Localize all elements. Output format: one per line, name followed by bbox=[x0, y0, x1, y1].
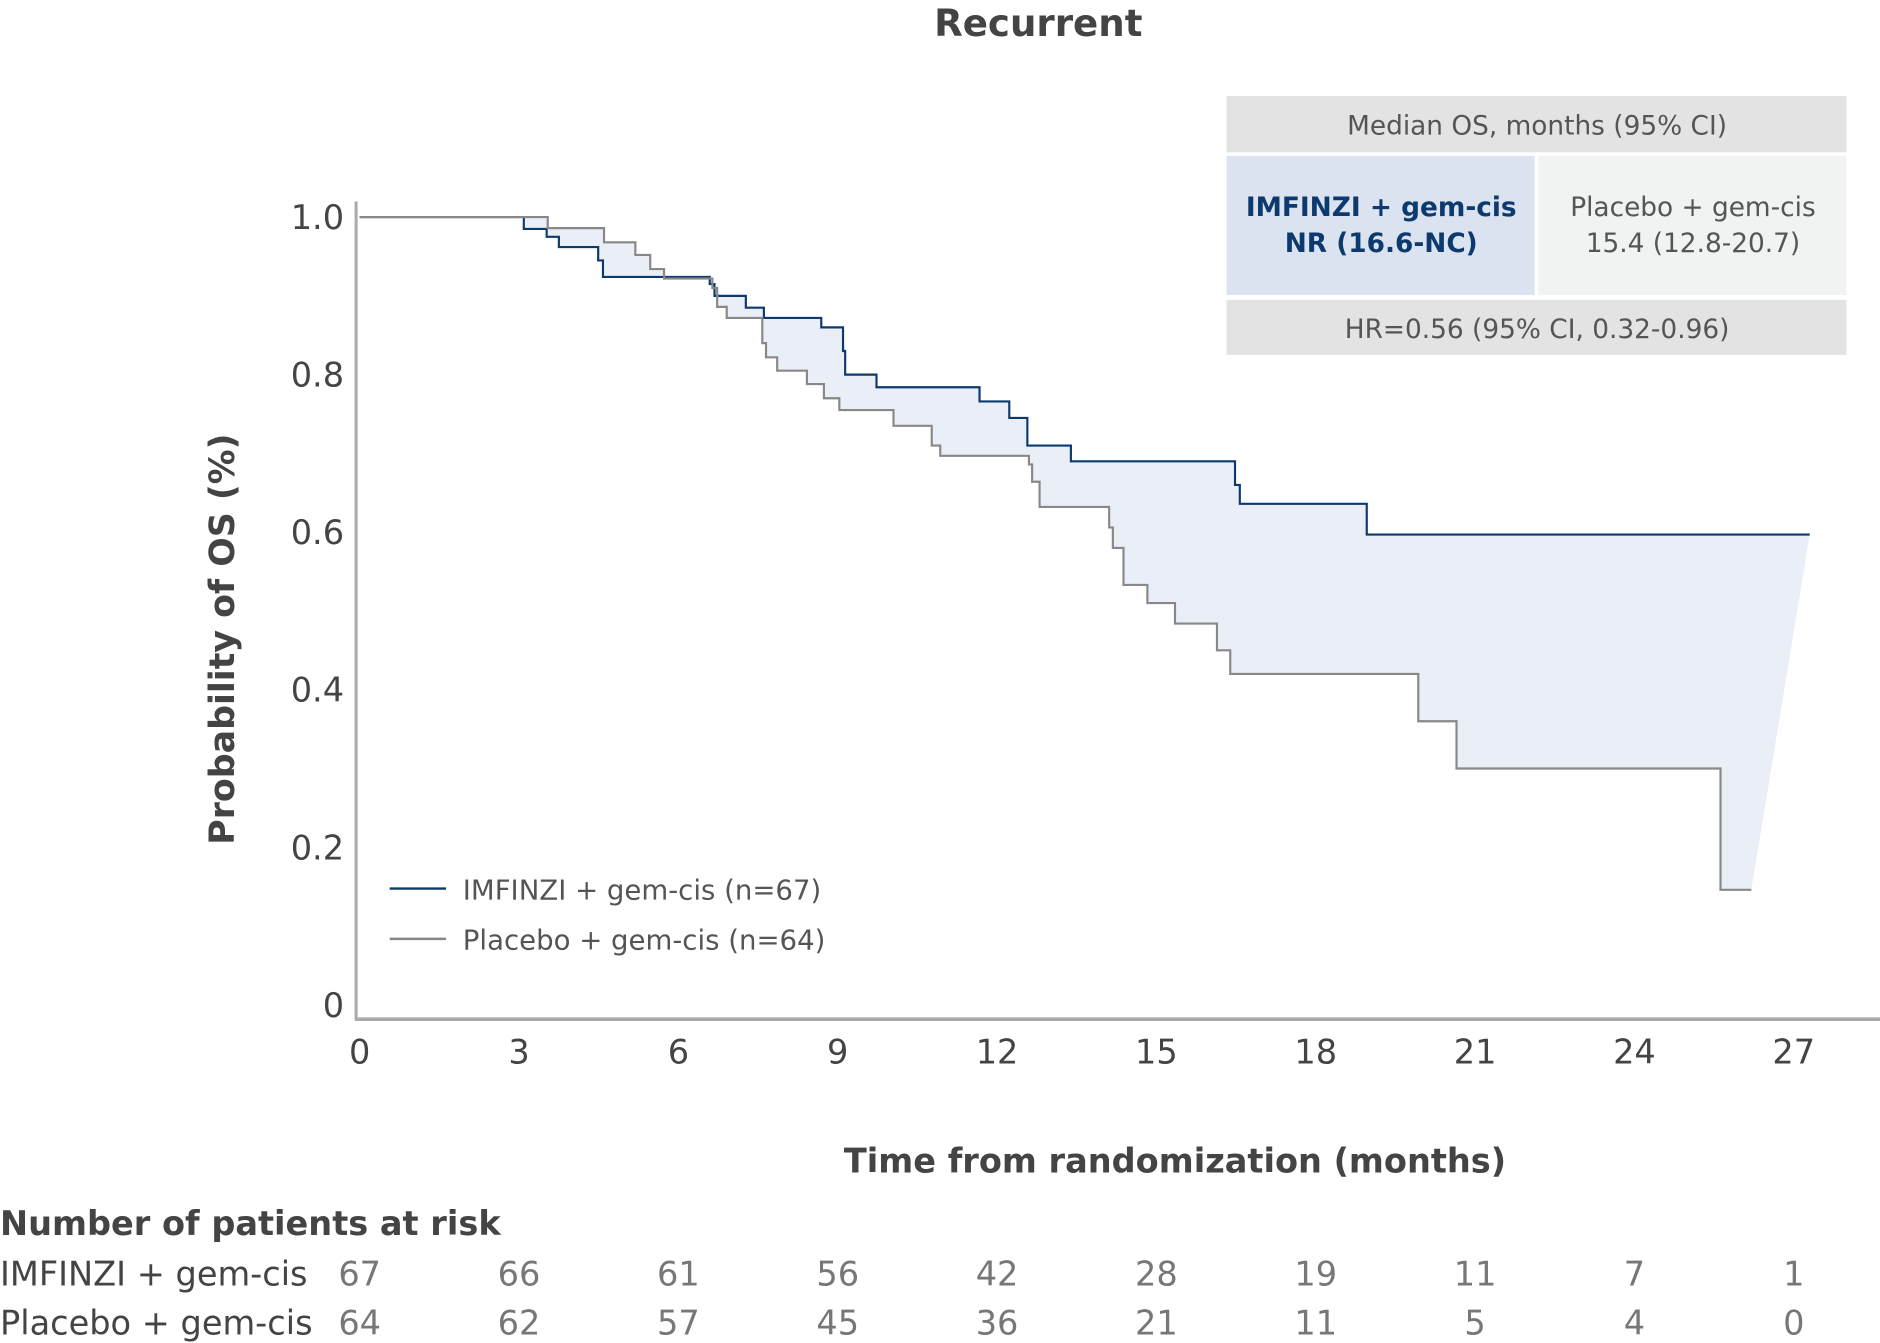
fill-between-area bbox=[359, 217, 1810, 890]
at-risk-value: 1 bbox=[1783, 1254, 1804, 1293]
y-axis-label: Probability of OS (%) bbox=[203, 433, 243, 844]
x-tick-label: 0 bbox=[349, 1033, 370, 1072]
box-placebo-label: Placebo + gem-cis bbox=[1570, 193, 1815, 223]
at-risk-value: 19 bbox=[1294, 1254, 1337, 1293]
x-tick-label: 3 bbox=[508, 1033, 529, 1072]
at-risk-value: 0 bbox=[1783, 1304, 1804, 1343]
legend-label-imfinzi: IMFINZI + gem-cis (n=67) bbox=[463, 873, 821, 906]
at-risk-table: 67 66 61 56 42 28 19 11 7 1 64 62 57 45 36 21 11 5 4 0 bbox=[338, 1254, 1804, 1342]
x-tick-label: 27 bbox=[1772, 1033, 1815, 1072]
box-imfinzi-value: NR (16.6-NC) bbox=[1285, 229, 1478, 259]
at-risk-value: 5 bbox=[1464, 1304, 1485, 1343]
x-tick-label: 9 bbox=[827, 1033, 848, 1072]
at-risk-value: 45 bbox=[816, 1304, 859, 1343]
at-risk-label-placebo: Placebo + gem-cis bbox=[0, 1304, 313, 1343]
box-hr: HR=0.56 (95% CI, 0.32-0.96) bbox=[1345, 315, 1730, 345]
y-tick-label: 1.0 bbox=[291, 198, 344, 237]
y-tick-label: 0.2 bbox=[291, 828, 344, 867]
legend: IMFINZI + gem-cis (n=67) Placebo + gem-c… bbox=[389, 873, 826, 957]
x-tick-label: 21 bbox=[1454, 1033, 1497, 1072]
x-tick-label: 24 bbox=[1613, 1033, 1656, 1072]
at-risk-value: 21 bbox=[1135, 1304, 1178, 1343]
series-line-imfinzi bbox=[359, 216, 1810, 536]
at-risk-label-imfinzi: IMFINZI + gem-cis bbox=[0, 1254, 308, 1293]
y-tick-label: 0.4 bbox=[291, 671, 344, 710]
at-risk-value: 61 bbox=[657, 1254, 700, 1293]
at-risk-value: 66 bbox=[498, 1254, 541, 1293]
at-risk-value: 62 bbox=[498, 1304, 541, 1343]
box-placebo-cell bbox=[1538, 155, 1847, 296]
box-hr-bg bbox=[1226, 299, 1847, 355]
at-risk-value: 56 bbox=[816, 1254, 859, 1293]
x-axis-label: Time from randomization (months) bbox=[844, 1142, 1506, 1181]
at-risk-value: 57 bbox=[657, 1304, 700, 1343]
x-tick-labels: 0 3 6 9 12 15 18 21 24 27 bbox=[349, 1033, 1815, 1072]
box-imfinzi-label: IMFINZI + gem-cis bbox=[1246, 193, 1517, 223]
y-tick-label: 0.6 bbox=[291, 513, 344, 552]
y-tick-label: 0.8 bbox=[291, 356, 344, 395]
box-imfinzi-cell bbox=[1226, 155, 1535, 296]
at-risk-value: 42 bbox=[976, 1254, 1019, 1293]
x-tick-label: 12 bbox=[976, 1033, 1019, 1072]
legend-label-placebo: Placebo + gem-cis (n=64) bbox=[463, 924, 826, 957]
series-line-placebo bbox=[359, 216, 1752, 891]
x-tick-label: 15 bbox=[1135, 1033, 1178, 1072]
at-risk-value: 11 bbox=[1294, 1304, 1337, 1343]
at-risk-value: 4 bbox=[1624, 1304, 1645, 1343]
at-risk-value: 11 bbox=[1454, 1254, 1497, 1293]
x-tick-label: 6 bbox=[668, 1033, 689, 1072]
median-os-box: Median OS, months (95% CI) IMFINZI + gem… bbox=[1226, 95, 1847, 355]
at-risk-value: 28 bbox=[1135, 1254, 1178, 1293]
at-risk-title: Number of patients at risk bbox=[0, 1204, 501, 1243]
box-header-bg bbox=[1226, 95, 1847, 153]
plot-area bbox=[359, 216, 1810, 891]
at-risk-value: 7 bbox=[1624, 1254, 1645, 1293]
at-risk-value: 36 bbox=[976, 1304, 1019, 1343]
box-placebo-value: 15.4 (12.8-20.7) bbox=[1586, 229, 1801, 259]
at-risk-value: 64 bbox=[338, 1304, 381, 1343]
y-tick-labels: 0 0.2 0.4 0.6 0.8 1.0 bbox=[291, 198, 344, 1025]
x-tick-label: 18 bbox=[1294, 1033, 1337, 1072]
y-tick-label: 0 bbox=[323, 986, 344, 1025]
box-header: Median OS, months (95% CI) bbox=[1347, 111, 1727, 141]
at-risk-value: 67 bbox=[338, 1254, 381, 1293]
chart-title: Recurrent bbox=[934, 2, 1142, 45]
